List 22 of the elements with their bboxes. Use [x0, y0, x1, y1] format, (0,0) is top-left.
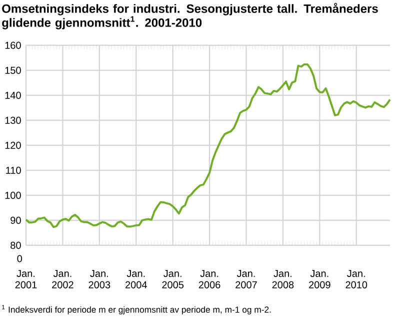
x-tick-label: Jan. 2004 — [126, 270, 147, 288]
y-tick-label: 150 — [5, 66, 21, 74]
y-tick-label: 90 — [10, 216, 21, 224]
y-tick-label: 120 — [5, 142, 21, 149]
text: 0 — [17, 255, 22, 262]
x-tick-label: Jan. 2003 — [88, 270, 110, 288]
y-tick-label: 80 — [10, 242, 21, 249]
chart-title: Omsetningsindeks for industri. Sesongjusterte tall. Tremåneders glidende gjennomsnitt$^{1}$. 2001-2010 — [2, 2, 378, 30]
text: $^{1}$ Indeksverdi for periode m er gjennomsnitt av periode m, m-1 og m-2. — [2, 305, 271, 314]
y-tick-label: 130 — [5, 116, 21, 124]
x-tick-label: Jan. 2001 — [15, 270, 37, 288]
y-tick-label: 100 — [5, 192, 21, 199]
x-tick-label: Jan. 2010 — [346, 270, 368, 288]
x-tick-label: Jan. 2008 — [272, 270, 294, 288]
x-tick-label: Jan. 2006 — [198, 270, 220, 288]
y-tick-label: 140 — [5, 92, 21, 99]
x-tick-label: Jan. 2002 — [52, 270, 74, 288]
y-tick-label: 110 — [6, 166, 21, 174]
x-tick-label: Jan. 2005 — [162, 270, 184, 288]
y-tick-label: 160 — [5, 42, 21, 49]
x-tick-label: Jan. 2009 — [309, 270, 330, 288]
x-tick-label: Jan. 2007 — [236, 270, 257, 288]
